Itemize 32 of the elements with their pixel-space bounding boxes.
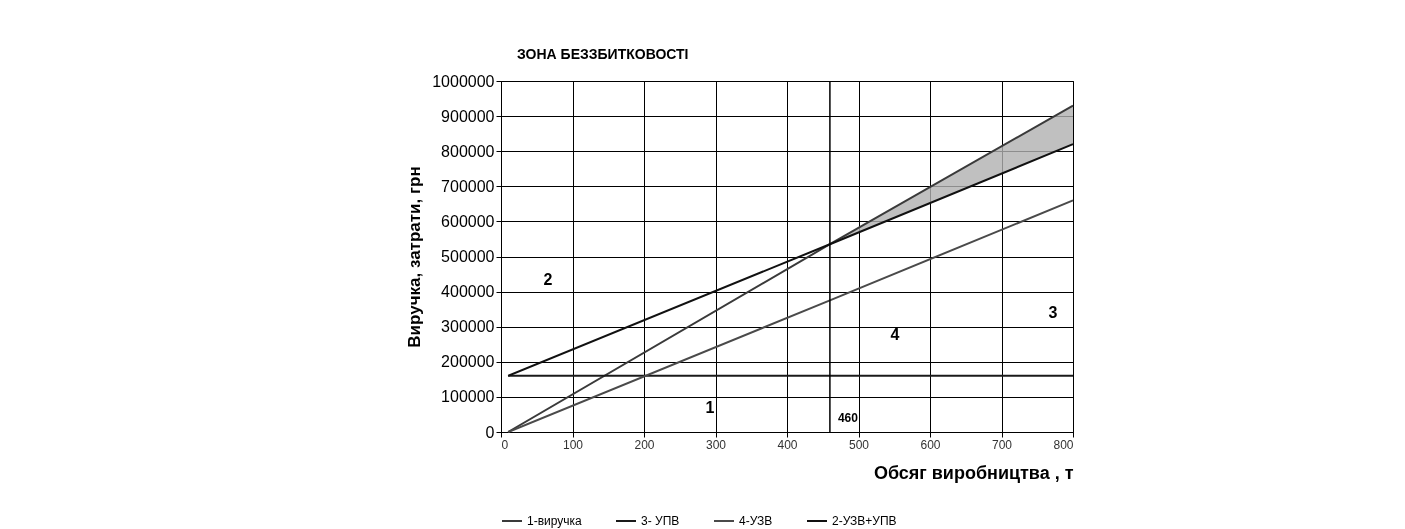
y-tick-label: 1000000 bbox=[432, 72, 495, 90]
x-tick-label: 500 bbox=[848, 437, 870, 452]
legend-label: 1-виручка bbox=[527, 514, 583, 528]
x-tick-label: 700 bbox=[991, 437, 1013, 452]
y-tick-label: 100000 bbox=[441, 388, 495, 406]
x-tick-label: 300 bbox=[705, 437, 727, 452]
x-axis-title: Обсяг виробництва , т bbox=[873, 462, 1074, 483]
legend-label: 3- УПВ bbox=[641, 514, 680, 528]
y-tick-label: 200000 bbox=[441, 353, 495, 371]
annotation: 3 bbox=[1048, 304, 1058, 321]
x-tick-label: 0 bbox=[501, 437, 509, 452]
y-tick-label: 0 bbox=[485, 423, 495, 441]
ref-line-label: 460 bbox=[837, 411, 859, 425]
y-tick-label: 900000 bbox=[441, 107, 495, 125]
annotation: 2 bbox=[543, 271, 553, 288]
x-tick-label: 400 bbox=[777, 437, 798, 452]
y-tick-label: 600000 bbox=[441, 212, 495, 230]
legend-label: 4-УЗВ bbox=[739, 514, 773, 528]
y-tick-label: 500000 bbox=[441, 248, 495, 265]
annotation: 1 bbox=[705, 399, 715, 416]
x-tick-label: 800 bbox=[1053, 437, 1074, 452]
y-tick-label: 300000 bbox=[441, 318, 495, 336]
y-tick-label: 800000 bbox=[441, 142, 495, 160]
annotation: 4 bbox=[890, 326, 900, 343]
legend-label: 2-УЗВ+УПВ bbox=[832, 514, 897, 528]
x-tick-label: 200 bbox=[634, 437, 655, 452]
x-tick-label: 100 bbox=[562, 437, 584, 452]
y-tick-label: 700000 bbox=[441, 177, 495, 195]
x-tick-label: 600 bbox=[920, 437, 941, 452]
text: ЗОНА БЕЗЗБИТКОВОСТІ bbox=[517, 46, 689, 62]
y-tick-label: 400000 bbox=[441, 283, 495, 301]
y-axis-title: Виручка, затрати, грн bbox=[405, 166, 425, 348]
